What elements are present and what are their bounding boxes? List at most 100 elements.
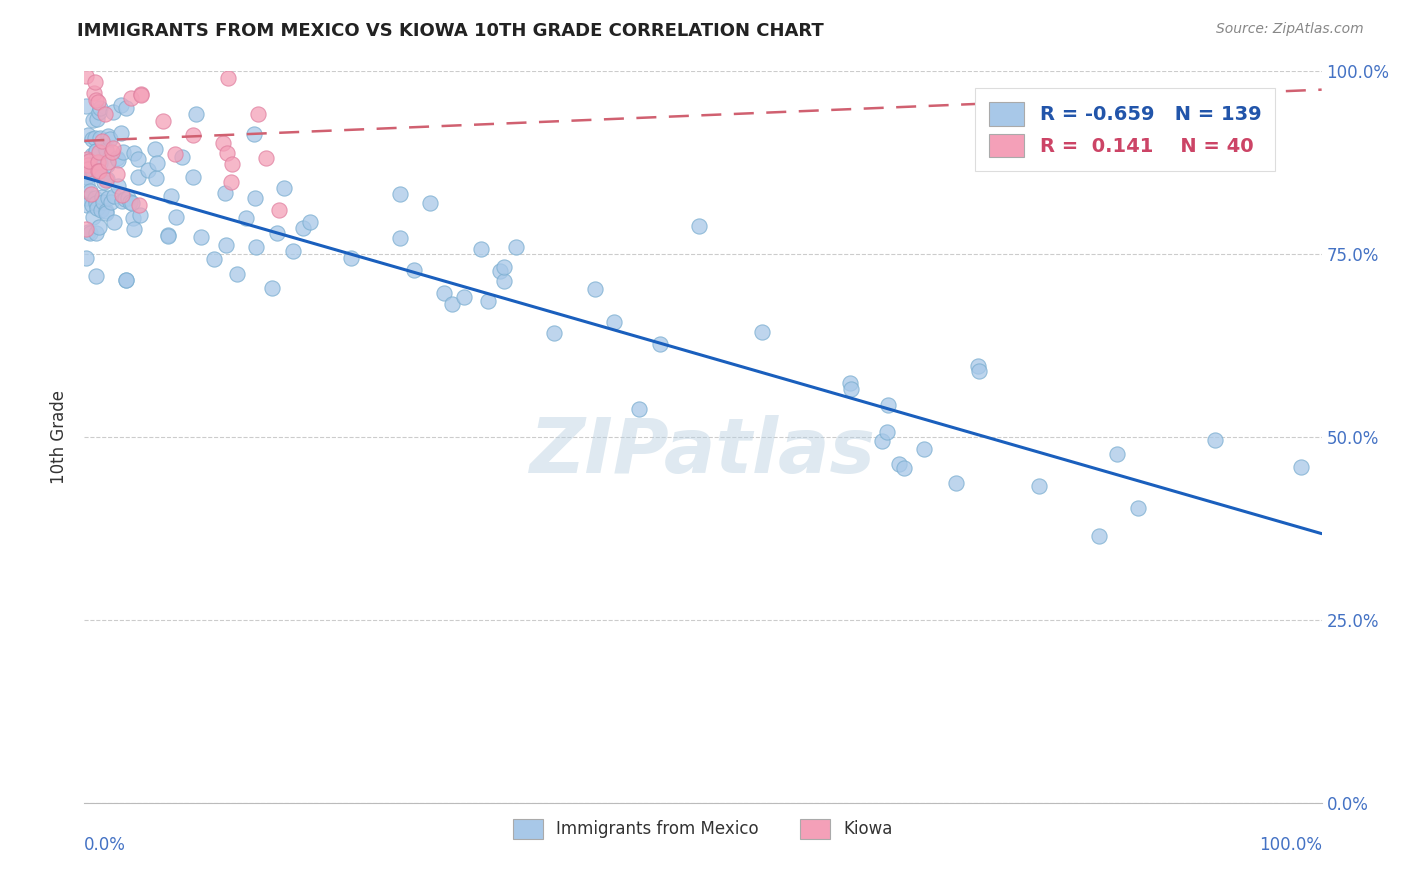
Point [77,154,100,169]
Point [77,128,100,143]
Point [87,155,110,169]
Point [152,114,174,128]
Point [215,237,238,252]
Point [79,184,101,198]
Point [190,230,212,244]
Point [117,190,139,204]
Point [292,221,315,235]
Point [84,268,107,283]
Point [75,191,97,205]
Point [89,156,111,170]
Point [1107,446,1129,460]
Point [247,106,270,120]
Point [122,211,145,226]
Point [89,220,111,235]
Point [122,146,145,161]
Point [146,156,169,170]
Point [76,177,98,191]
Point [84,75,107,89]
Point [110,97,132,112]
Point [84,158,107,172]
Point [477,294,499,309]
Point [96,171,118,186]
Point [118,194,141,209]
Point [870,434,893,448]
Point [492,274,515,288]
Point [172,150,194,164]
Point [86,201,108,215]
Point [105,151,128,165]
Point [340,252,363,266]
Point [76,191,98,205]
Point [80,187,103,202]
Point [111,145,134,159]
Point [115,273,138,287]
Point [86,93,108,107]
Point [90,202,112,217]
Legend: Immigrants from Mexico, Kiowa: Immigrants from Mexico, Kiowa [506,812,900,846]
Point [96,203,118,218]
Point [110,126,132,140]
Point [124,222,146,236]
Point [388,230,411,244]
Point [453,290,475,304]
Point [80,198,103,212]
Text: 100.0%: 100.0% [1258,836,1322,854]
Point [97,154,120,169]
Point [87,163,110,178]
Point [877,398,900,412]
Point [75,170,97,185]
Point [94,143,117,157]
Point [89,130,111,145]
Point [441,296,464,310]
Point [215,146,238,161]
Point [243,127,266,141]
Point [114,273,136,287]
Point [893,461,915,475]
Point [89,104,111,119]
Point [181,170,204,185]
Point [129,208,152,222]
Point [83,130,105,145]
Point [1204,433,1226,447]
Y-axis label: 10th Grade: 10th Grade [51,390,69,484]
Point [156,50,179,64]
Point [266,226,288,240]
Point [86,227,108,241]
Point [121,195,143,210]
Point [1291,460,1313,475]
Point [114,101,136,115]
Point [128,198,150,212]
Point [145,170,167,185]
Point [543,326,565,341]
Point [75,221,97,235]
Point [489,263,512,277]
Point [98,132,121,146]
Point [876,425,898,440]
Point [254,151,277,165]
Point [84,195,107,210]
Point [243,191,266,205]
Point [505,240,527,254]
Point [114,193,136,207]
Point [97,191,120,205]
Point [91,190,114,204]
Point [87,145,110,159]
Point [143,142,166,156]
Point [82,210,104,224]
Point [494,260,516,274]
Point [202,252,225,266]
Point [87,95,110,109]
Point [75,251,97,265]
Point [86,112,108,127]
Point [107,179,129,194]
Point [76,170,98,185]
Text: IMMIGRANTS FROM MEXICO VS KIOWA 10TH GRADE CORRELATION CHART: IMMIGRANTS FROM MEXICO VS KIOWA 10TH GRA… [77,22,824,40]
Point [91,195,114,210]
Point [131,87,153,102]
Point [84,144,107,158]
Point [181,128,204,142]
Point [267,203,290,218]
Point [127,152,149,166]
Point [96,158,118,172]
